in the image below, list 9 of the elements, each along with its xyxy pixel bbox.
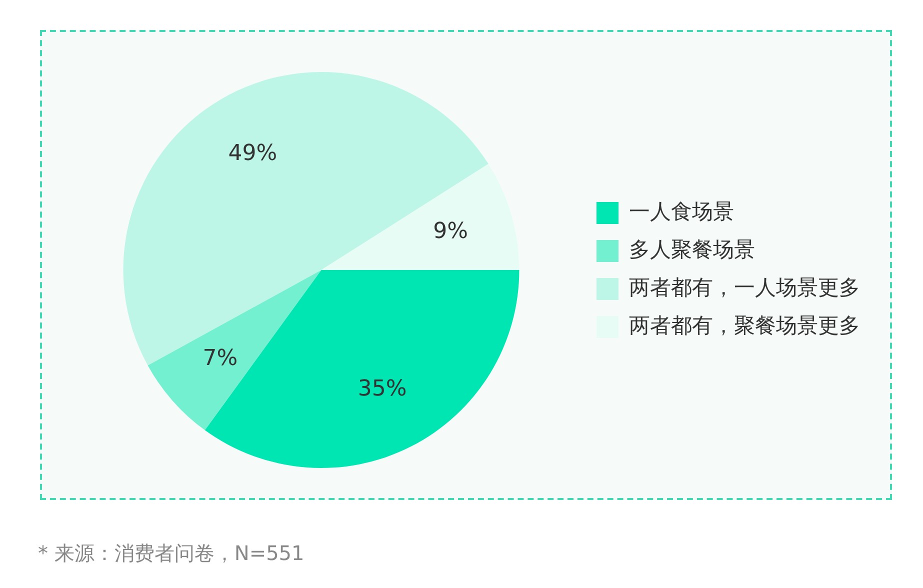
data-label: 49% [228,140,278,166]
legend-label: 两者都有，聚餐场景更多 [629,313,860,338]
data-label: 7% [202,346,238,371]
text: * 来源：消费者问卷，N=551 [38,540,304,567]
legend-label: 两者都有，一人场景更多 [629,275,860,300]
data-label: 9% [433,219,468,244]
legend-label: 一人食场景 [629,199,734,224]
data-label: 35% [358,376,407,402]
legend-label: 多人聚餐场景 [629,237,755,262]
